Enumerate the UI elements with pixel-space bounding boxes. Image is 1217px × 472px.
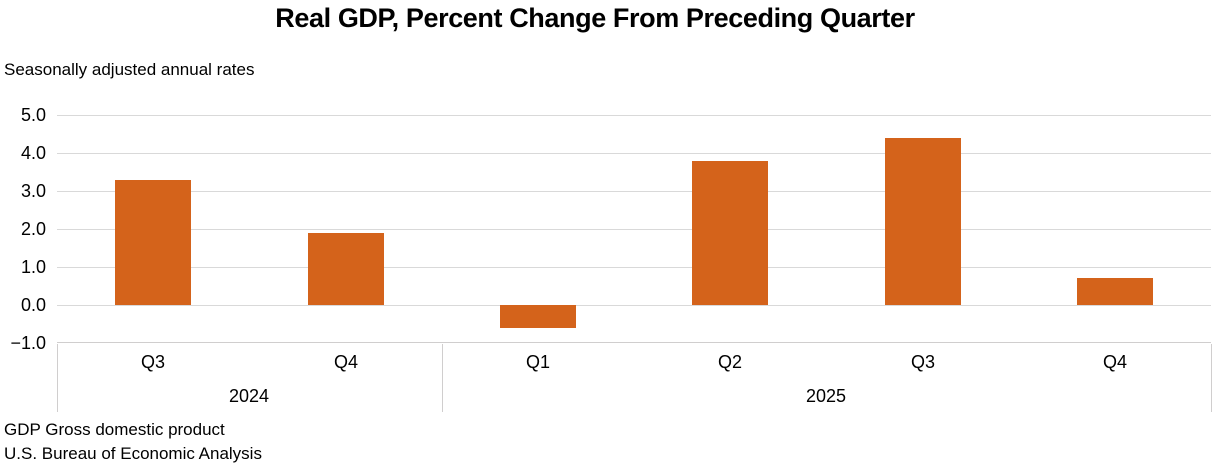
gridline <box>57 267 1211 268</box>
gridline <box>57 229 1211 230</box>
gridline <box>57 305 1211 306</box>
chart-subtitle: Seasonally adjusted annual rates <box>4 60 255 79</box>
y-axis-tick-label: 1.0 <box>20 257 46 277</box>
x-axis-label-q3-2025: Q3 <box>910 352 935 372</box>
x-axis-quarter-labels: Q3 Q4 Q1 Q2 Q3 Q4 <box>57 352 1211 372</box>
footnote-gdp-definition: GDP Gross domestic product <box>4 420 225 439</box>
year-label-2025: 2025 <box>805 386 847 406</box>
x-axis-label-q3-2024: Q3 <box>140 352 165 372</box>
y-axis-tick-label: 4.0 <box>20 143 46 163</box>
bar-q4-2024 <box>308 233 384 305</box>
y-axis-tick-label: 5.0 <box>20 105 46 125</box>
y-axis-tick-label: 0.0 <box>20 295 46 315</box>
y-axis: 5.0 4.0 3.0 2.0 1.0 0.0 −1.0 <box>0 106 46 352</box>
group-separator <box>57 344 58 412</box>
page-title: Real GDP, Percent Change From Preceding … <box>275 3 915 33</box>
x-axis-label-q4-2024: Q4 <box>333 352 358 372</box>
y-axis-tick-label: 2.0 <box>20 219 46 239</box>
gridline <box>57 191 1211 192</box>
year-label-2024: 2024 <box>228 386 270 406</box>
y-axis-tick-label: 3.0 <box>20 181 46 201</box>
plot-area <box>57 115 1211 343</box>
group-separator <box>1211 344 1212 412</box>
x-axis-label-q2-2025: Q2 <box>717 352 742 372</box>
gridline <box>57 115 1211 116</box>
gridline <box>57 153 1211 154</box>
x-axis-label-q1-2025: Q1 <box>525 352 550 372</box>
bar-q1-2025 <box>500 305 576 328</box>
y-axis-tick-label: −1.0 <box>10 333 46 353</box>
bar-q2-2025 <box>692 161 768 305</box>
bar-q4-2025 <box>1077 278 1153 305</box>
footnote-source: U.S. Bureau of Economic Analysis <box>4 444 262 463</box>
bar-q3-2025 <box>885 138 961 305</box>
bar-q3-2024 <box>115 180 191 305</box>
x-axis-line <box>57 342 1211 343</box>
group-separator <box>442 344 443 412</box>
x-axis-label-q4-2025: Q4 <box>1102 352 1127 372</box>
x-axis-year-groups: 2024 2025 <box>57 344 1212 412</box>
